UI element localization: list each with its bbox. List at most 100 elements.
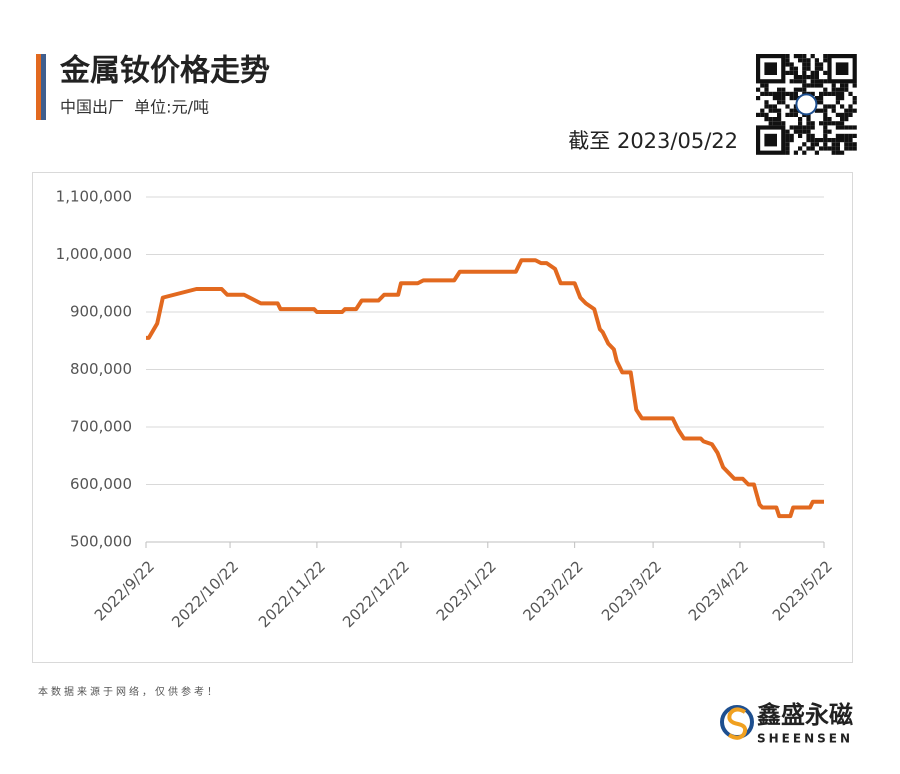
qr-cell [760,108,765,113]
qr-cell [777,96,782,101]
qr-cell [793,66,798,71]
qr-cell [852,100,857,105]
qr-finder [835,62,849,75]
qr-cell [844,108,849,113]
qr-cell [789,112,794,117]
qr-cell [814,75,819,80]
qr-cell [793,112,798,117]
qr-cell [806,75,811,80]
qr-cell [840,83,845,88]
qr-cell [777,87,782,92]
qr-cell [793,75,798,80]
qr-cell [835,87,840,92]
qr-cell [840,104,845,109]
qr-cell [806,133,811,138]
qr-finder [827,53,857,84]
qr-cell [819,138,824,143]
qr-cell [789,62,794,67]
x-tick-label: 2022/12/22 [339,557,413,631]
qr-cell [789,96,794,101]
qr-cell [793,96,798,101]
qr-cell [806,58,811,63]
qr-cell [768,117,773,122]
qr-cell [852,142,857,147]
x-tick-label: 2022/10/22 [168,557,242,631]
qr-cell [814,62,819,67]
qr-cell [819,121,824,126]
qr-cell [814,58,819,63]
qr-cell [823,104,828,109]
qr-cell [844,112,849,117]
qr-cell [793,150,798,155]
qr-cell [831,83,836,88]
qr-cell [819,108,824,113]
qr-cell [777,108,782,113]
qr-cell [789,133,794,138]
qr-cell [802,54,807,59]
qr-cell [777,112,782,117]
qr-cell [798,117,803,122]
qr-cell [798,75,803,80]
qr-cell [798,146,803,151]
qr-cell [789,79,794,84]
x-tick-label: 2023/5/22 [769,557,836,624]
qr-cell [848,108,853,113]
qr-cell [819,100,824,105]
qr-cell [810,142,815,147]
qr-cell [793,91,798,96]
qr-cell [802,129,807,134]
qr-cell [798,79,803,84]
qr-cell [848,91,853,96]
qr-cell [793,129,798,134]
qr-cell [823,79,828,84]
qr-cell [772,104,777,109]
x-tick-label: 2023/4/22 [685,557,752,624]
date-note: 截至 2023/05/22 [568,129,738,153]
qr-cell [852,96,857,101]
qr-cell [798,54,803,59]
qr-cell [814,142,819,147]
qr-cell [793,54,798,59]
qr-cell [772,108,777,113]
qr-cell [840,138,845,143]
qr-cell [785,112,790,117]
qr-cell [802,87,807,92]
qr-cell [768,121,773,126]
qr-cell [789,108,794,113]
qr-cell [848,112,853,117]
y-tick-label: 1,000,000 [56,245,132,263]
qr-cell [835,100,840,105]
qr-cell [764,87,769,92]
qr-cell [789,66,794,71]
qr-cell [819,66,824,71]
x-tick-label: 2023/2/22 [520,557,587,624]
qr-cell [831,91,836,96]
qr-cell [835,96,840,101]
qr-cell [798,129,803,134]
qr-cell [823,129,828,134]
qr-cell [852,146,857,151]
qr-cell [810,70,815,75]
qr-cell [810,91,815,96]
y-tick-label: 900,000 [70,303,132,321]
qr-cell [810,121,815,126]
qr-cell [840,87,845,92]
qr-cell [844,87,849,92]
qr-cell [806,146,811,151]
qr-cell [852,133,857,138]
qr-cell [810,54,815,59]
qr-cell [810,138,815,143]
qr-cell [835,91,840,96]
qr-cell [848,142,853,147]
qr-cell [760,83,765,88]
source-note: 本数据来源于网络，仅供参考！ [38,685,220,698]
qr-cell [772,96,777,101]
qr-cell [806,121,811,126]
qr-cell [840,112,845,117]
qr-cell [848,146,853,151]
qr-cell [785,91,790,96]
qr-cell [798,121,803,126]
qr-cell [831,142,836,147]
qr-cell [823,91,828,96]
qr-cell [814,108,819,113]
